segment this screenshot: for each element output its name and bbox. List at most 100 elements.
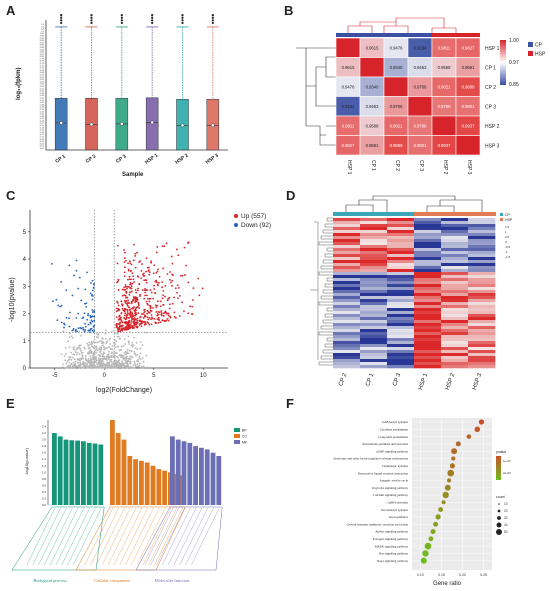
a-y-tick-label: 1.6: [41, 26, 45, 28]
d-heatmap-cell: [333, 305, 361, 309]
c-point-up: [135, 318, 137, 321]
a-y-tick-label: 0.54: [40, 86, 45, 88]
c-point-ns: [120, 349, 122, 351]
c-point-up: [123, 289, 125, 291]
c-point-ns: [66, 365, 69, 368]
d-heatmap-cell: [333, 347, 361, 351]
c-point-ns: [133, 360, 136, 363]
c-point-ns: [110, 356, 113, 358]
c-point-ns: [100, 346, 102, 349]
c-point-up: [178, 294, 181, 297]
c-legend-label: Up (557): [241, 213, 266, 220]
c-point-up: [158, 311, 161, 314]
c-point-up: [144, 315, 147, 318]
c-point-ns: [74, 360, 77, 363]
c-point-down: [75, 316, 78, 319]
d-heatmap-cell: [360, 365, 388, 369]
c-point-ns: [107, 366, 110, 369]
c-point-ns: [64, 346, 67, 349]
c-point-up: [146, 302, 149, 305]
c-point-down: [84, 288, 87, 291]
c-point-ns: [79, 344, 82, 347]
c-point-ns: [68, 356, 70, 359]
e-y-tick-label: 0.0: [42, 503, 47, 507]
panel-label-d: D: [286, 188, 295, 203]
d-heatmap-cell: [468, 257, 496, 261]
d-heatmap-cell: [387, 314, 415, 318]
d-heatmap-cell: [333, 293, 361, 297]
d-heatmap-cell: [468, 311, 496, 315]
e-term-label-line: [55, 507, 85, 566]
f-size-tick: 40: [504, 523, 508, 527]
c-point-up: [148, 269, 150, 272]
b-legend-swatch: [528, 51, 533, 56]
c-point-up: [187, 312, 190, 315]
c-point-down: [68, 325, 71, 328]
c-point-ns: [128, 349, 131, 352]
d-heatmap-cell: [441, 272, 469, 276]
c-point-up: [148, 271, 151, 274]
f-pathway-label: Growth hormone synthesis, secretion and …: [347, 522, 409, 527]
c-point-ns: [84, 358, 87, 361]
c-point-ns: [93, 338, 96, 341]
a-outlier: [90, 14, 93, 17]
d-heatmap-cell: [414, 275, 442, 279]
a-y-tick-label: 0.00: [40, 148, 45, 150]
d-heatmap-cell: [333, 224, 361, 228]
c-point-up: [151, 306, 154, 309]
f-bubble: [433, 521, 439, 527]
c-point-down: [91, 320, 94, 323]
c-point-ns: [142, 360, 145, 363]
d-heatmap-cell: [441, 326, 469, 330]
c-point-up: [117, 327, 120, 330]
c-point-ns: [89, 365, 92, 367]
e-bar: [181, 441, 187, 505]
c-point-up: [159, 305, 162, 308]
c-point-up: [121, 294, 124, 297]
c-point-up: [143, 297, 146, 300]
c-point-down: [82, 328, 85, 331]
a-y-tick-label: 0.08: [40, 139, 45, 141]
d-heatmap-cell: [414, 308, 442, 312]
d-heatmap-cell: [414, 338, 442, 342]
b-cell-value: 0.9937: [462, 123, 475, 128]
c-x-tick-label: -5: [52, 373, 58, 379]
c-point-ns: [102, 341, 105, 344]
d-heatmap-cell: [468, 314, 496, 318]
c-y-tick-label: 4: [23, 257, 27, 263]
c-point-down: [65, 289, 68, 292]
d-dendrogram-branch: [345, 195, 483, 212]
c-point-up: [184, 274, 186, 276]
c-point-ns: [92, 341, 95, 343]
c-point-up: [149, 297, 152, 300]
d-heatmap-cell: [387, 266, 415, 270]
c-point-up: [125, 317, 128, 319]
d-heatmap-cell: [468, 359, 496, 363]
c-point-up: [163, 312, 165, 315]
c-point-up: [160, 310, 163, 312]
a-y-tick-label: 0.06: [40, 141, 45, 143]
c-point-down: [91, 311, 94, 314]
c-point-up: [169, 278, 171, 281]
c-point-up: [145, 300, 148, 303]
a-y-tick-label: 0.94: [40, 40, 45, 42]
d-heatmap-cell: [360, 278, 388, 282]
c-point-down: [60, 305, 63, 307]
c-point-down: [82, 326, 84, 329]
c-point-up: [122, 324, 124, 327]
c-point-ns: [142, 365, 145, 368]
c-point-down: [91, 279, 94, 282]
c-point-ns: [126, 348, 129, 351]
d-heatmap-cell: [414, 296, 442, 300]
c-point-ns: [88, 346, 91, 349]
c-point-down: [89, 322, 92, 325]
d-heatmap-cell: [414, 230, 442, 234]
c-point-ns: [84, 365, 87, 368]
c-point-up: [173, 296, 175, 299]
e-y-tick-label: 1.4: [42, 457, 47, 461]
c-point-up: [144, 310, 146, 313]
c-point-up: [148, 323, 151, 326]
c-point-ns: [113, 339, 116, 341]
b-cell-value: 0.9691: [366, 143, 379, 148]
f-pathway-label: Endocrine and other factor-regulated cal…: [333, 457, 408, 461]
